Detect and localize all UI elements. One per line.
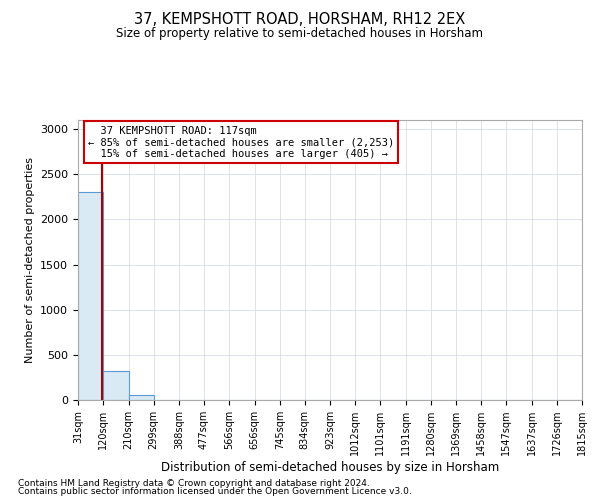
Text: Contains HM Land Registry data © Crown copyright and database right 2024.: Contains HM Land Registry data © Crown c…	[18, 478, 370, 488]
X-axis label: Distribution of semi-detached houses by size in Horsham: Distribution of semi-detached houses by …	[161, 461, 499, 474]
Y-axis label: Number of semi-detached properties: Number of semi-detached properties	[25, 157, 35, 363]
Bar	[128, 394, 154, 400]
Text: 37 KEMPSHOTT ROAD: 117sqm
← 85% of semi-detached houses are smaller (2,253)
  15: 37 KEMPSHOTT ROAD: 117sqm ← 85% of semi-…	[88, 126, 394, 159]
Bar	[78, 192, 103, 400]
Bar	[103, 371, 128, 400]
Text: Size of property relative to semi-detached houses in Horsham: Size of property relative to semi-detach…	[116, 28, 484, 40]
Text: 37, KEMPSHOTT ROAD, HORSHAM, RH12 2EX: 37, KEMPSHOTT ROAD, HORSHAM, RH12 2EX	[134, 12, 466, 28]
Text: Contains public sector information licensed under the Open Government Licence v3: Contains public sector information licen…	[18, 488, 412, 496]
